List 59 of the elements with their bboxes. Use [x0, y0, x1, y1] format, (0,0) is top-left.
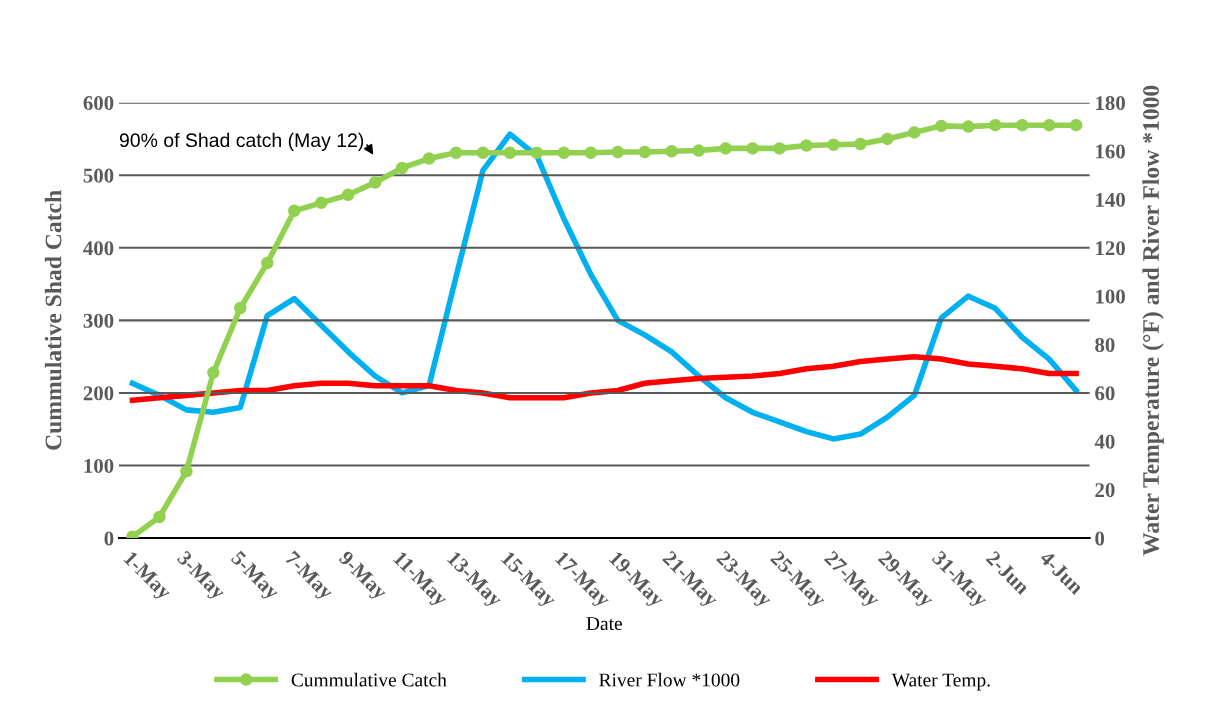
y2-axis-title: Water Temperature (°F) and River Flow *1000 [1142, 85, 1164, 556]
point [692, 144, 705, 157]
point [476, 146, 490, 159]
point [638, 145, 651, 159]
y-tick-label: 500 [83, 168, 114, 183]
y-tick-label: 400 [83, 241, 114, 256]
point [261, 256, 274, 270]
point [153, 510, 166, 524]
point [746, 142, 759, 155]
y-tick-label: 0 [104, 531, 114, 546]
legend-label: Cummulative Catch [291, 672, 447, 687]
point [611, 145, 625, 159]
y-tick-label: 300 [83, 313, 114, 328]
point [935, 119, 948, 133]
point [449, 146, 463, 159]
y-tick-label: 200 [83, 386, 114, 401]
point [719, 142, 732, 155]
point [207, 366, 220, 379]
point [180, 465, 193, 478]
legend-label: Water Temp. [891, 673, 990, 691]
point [962, 120, 975, 133]
point [1015, 118, 1029, 132]
point [422, 152, 436, 165]
y-axis-title: Cummulative Shad Catch [44, 190, 62, 450]
point [584, 146, 598, 159]
y2-tick-label: 140 [1096, 192, 1125, 207]
y-tick-label: 600 [83, 96, 114, 111]
point [368, 176, 382, 189]
y2-tick-label: 60 [1095, 386, 1115, 401]
point [395, 161, 409, 175]
y2-tick-label: 20 [1095, 483, 1115, 498]
point [800, 139, 813, 152]
point [503, 146, 517, 159]
point [287, 204, 301, 218]
point [341, 188, 355, 202]
point [1069, 118, 1083, 132]
point [530, 146, 544, 159]
y-tick-label: 100 [84, 458, 114, 473]
point [773, 142, 786, 155]
annotation: 90% of Shad catch (May 12) [119, 132, 364, 151]
point [988, 118, 1002, 132]
point [827, 138, 840, 152]
point [1042, 118, 1056, 132]
point [234, 301, 247, 315]
point [854, 137, 867, 151]
y2-tick-label: 40 [1094, 434, 1115, 449]
point [881, 132, 894, 146]
point [557, 146, 571, 159]
y2-tick-label: 160 [1096, 144, 1125, 159]
y2-tick-label: 100 [1096, 289, 1125, 304]
point [314, 196, 328, 210]
point [908, 126, 921, 139]
legend-label: River Flow *1000 [599, 672, 740, 687]
y2-tick-label: 80 [1095, 337, 1115, 352]
y2-tick-label: 180 [1096, 96, 1125, 111]
y2-tick-label: 0 [1095, 531, 1105, 546]
x-axis-title: Date [586, 617, 622, 631]
y2-tick-label: 120 [1096, 241, 1125, 256]
point [665, 145, 678, 158]
